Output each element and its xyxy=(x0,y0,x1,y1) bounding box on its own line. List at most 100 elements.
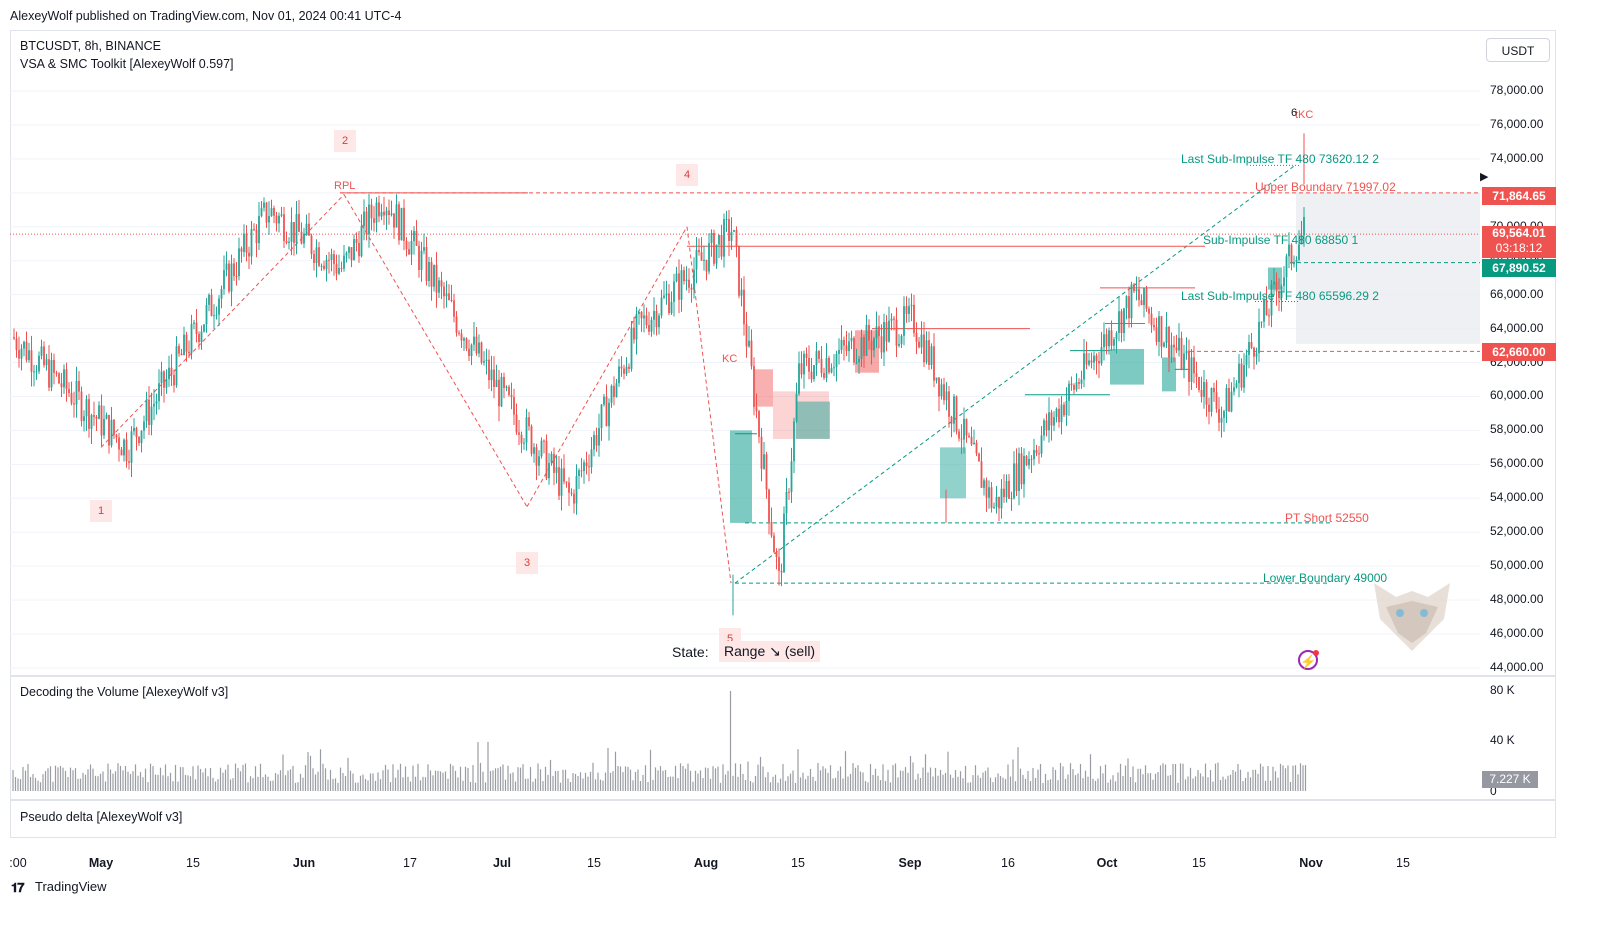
zone-boxes xyxy=(730,192,1480,523)
volume-bar xyxy=(352,773,354,791)
volume-bar xyxy=(1109,779,1112,791)
volume-bar xyxy=(1302,765,1304,791)
lightning-icon[interactable]: ⚡ xyxy=(1298,650,1318,670)
candle-body xyxy=(1260,321,1263,323)
candle-body xyxy=(35,371,38,373)
volume-bar xyxy=(1017,747,1019,791)
volume-bar xyxy=(82,772,84,791)
volume-bar xyxy=(119,765,122,791)
volume-bar xyxy=(1274,771,1277,791)
candle-body xyxy=(653,311,655,320)
candle-body xyxy=(498,379,500,407)
volume-bar xyxy=(37,780,39,791)
candle-body xyxy=(203,324,205,332)
candle-body xyxy=(955,396,958,432)
volume-bar xyxy=(72,770,74,791)
volume-bar xyxy=(92,768,94,791)
currency-button[interactable]: USDT xyxy=(1486,38,1550,62)
volume-bar xyxy=(404,766,407,791)
candle-body xyxy=(208,294,210,305)
candle-body xyxy=(263,202,265,208)
candle-body xyxy=(605,396,608,427)
candle-body xyxy=(1150,313,1153,326)
candle-body xyxy=(68,388,70,393)
candle-body xyxy=(530,426,533,454)
volume-bar xyxy=(219,767,222,791)
volume-bar xyxy=(562,769,564,791)
volume-bar xyxy=(154,774,157,791)
candle-body xyxy=(83,416,85,421)
candle-body xyxy=(508,386,510,395)
volume-bar xyxy=(262,777,264,791)
wave-zigzag-line xyxy=(526,226,688,508)
volume-bar xyxy=(937,775,939,791)
candle-body xyxy=(688,279,690,288)
volume-bar xyxy=(584,772,587,791)
volume-bar xyxy=(454,770,457,791)
candle-body xyxy=(435,264,438,293)
volume-bar xyxy=(597,772,599,791)
candle-body xyxy=(1073,385,1075,390)
volume-bar xyxy=(342,772,344,791)
volume-bar xyxy=(569,781,572,791)
volume-bar xyxy=(1249,777,1252,791)
symbol-line[interactable]: BTCUSDT, 8h, BINANCE xyxy=(20,39,162,53)
candle-body xyxy=(568,482,570,493)
volume-bar xyxy=(712,766,714,791)
volume-bar xyxy=(802,772,804,791)
volume-bar xyxy=(1257,773,1259,791)
candle-body xyxy=(163,371,165,388)
candle-body xyxy=(1048,412,1050,431)
candle-body xyxy=(105,415,108,419)
candle-body xyxy=(1135,289,1138,292)
volume-bar xyxy=(247,782,249,791)
volume-bar xyxy=(284,775,287,791)
candle-body xyxy=(528,417,530,427)
volume-bar xyxy=(289,769,292,791)
volume-title[interactable]: Decoding the Volume [AlexeyWolf v3] xyxy=(20,685,229,699)
volume-bar xyxy=(1174,764,1177,791)
candle-body xyxy=(908,306,910,314)
candle-body xyxy=(1185,350,1188,354)
volume-bar xyxy=(874,768,877,791)
price-axis-label: 78,000.00 xyxy=(1490,83,1544,97)
candle-body xyxy=(273,208,275,216)
candle-body xyxy=(170,367,173,375)
volume-pane[interactable] xyxy=(10,676,1556,800)
volume-bar xyxy=(477,742,479,791)
candle-body xyxy=(840,339,843,350)
tradingview-logo-icon[interactable]: 𝟏𝟕 xyxy=(11,880,25,895)
candle-body xyxy=(900,335,903,344)
indicator-line[interactable]: VSA & SMC Toolkit [AlexeyWolf 0.597] xyxy=(20,57,234,71)
volume-bar xyxy=(197,765,199,791)
candle-body xyxy=(1170,344,1173,358)
volume-bar xyxy=(614,751,617,791)
delta-title[interactable]: Pseudo delta [AlexeyWolf v3] xyxy=(20,810,183,824)
volume-bar xyxy=(1157,772,1159,791)
candle-body xyxy=(783,513,785,573)
volume-bar xyxy=(64,770,67,791)
candle-body xyxy=(1033,449,1035,460)
volume-bar xyxy=(1182,763,1184,791)
candle-body xyxy=(1103,334,1105,348)
footer-brand[interactable]: TradingView xyxy=(35,879,107,894)
delta-pane[interactable] xyxy=(10,800,1556,838)
volume-axis-0: 0 xyxy=(1490,784,1497,798)
volume-bar xyxy=(164,764,167,791)
price-axis-label: 54,000.00 xyxy=(1490,490,1544,505)
candle-body xyxy=(863,337,865,356)
volume-bar xyxy=(397,769,399,791)
candle-body xyxy=(505,386,508,388)
candle-body xyxy=(238,248,240,277)
volume-bar xyxy=(462,780,464,791)
volume-bar xyxy=(259,763,262,791)
candle-body xyxy=(53,359,55,373)
candle-body xyxy=(1010,498,1013,500)
candle-body xyxy=(1195,373,1198,377)
volume-bar xyxy=(329,769,332,791)
candle-body xyxy=(950,416,953,424)
volume-axis-40k: 40 K xyxy=(1490,733,1515,747)
volume-bar xyxy=(647,781,649,791)
volume-bar xyxy=(437,770,439,791)
